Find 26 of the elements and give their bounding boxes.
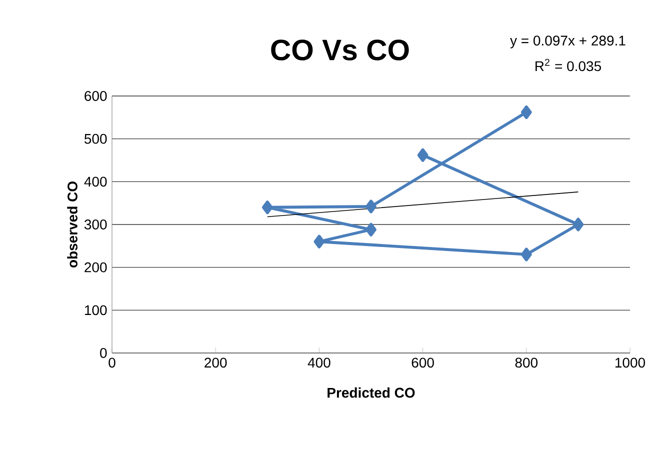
point: [262, 200, 273, 214]
x-tick-label: 600: [412, 358, 434, 368]
text: y = 0.097x + 289.1: [510, 36, 626, 48]
point: [366, 200, 376, 214]
y-tick-label: 200: [84, 262, 107, 272]
x-axis-title: Predicted CO: [328, 387, 415, 398]
text: R$^{2}$ = 0.035: [536, 58, 601, 72]
point: [417, 148, 428, 162]
y-tick-label: 400: [84, 176, 107, 187]
chart-title: CO Vs CO: [271, 40, 409, 60]
y-tick-label: 300: [84, 220, 107, 230]
y-tick-label: 600: [84, 91, 107, 101]
x-tick-label: 400: [308, 358, 330, 368]
point: [314, 234, 325, 248]
y-axis-title: observed CO: [67, 182, 78, 268]
y-tick-label: 500: [84, 134, 107, 144]
y-tick-label: 100: [85, 305, 107, 316]
x-tick-label: 200: [204, 358, 227, 368]
point: [520, 248, 532, 262]
point: [572, 218, 584, 232]
x-tick-label: 800: [515, 358, 538, 368]
y-tick-label: 0: [100, 348, 107, 358]
x-tick-label: 0: [108, 358, 116, 368]
x-tick-label: 1000: [615, 358, 646, 368]
point: [366, 222, 376, 236]
point: [520, 105, 532, 120]
